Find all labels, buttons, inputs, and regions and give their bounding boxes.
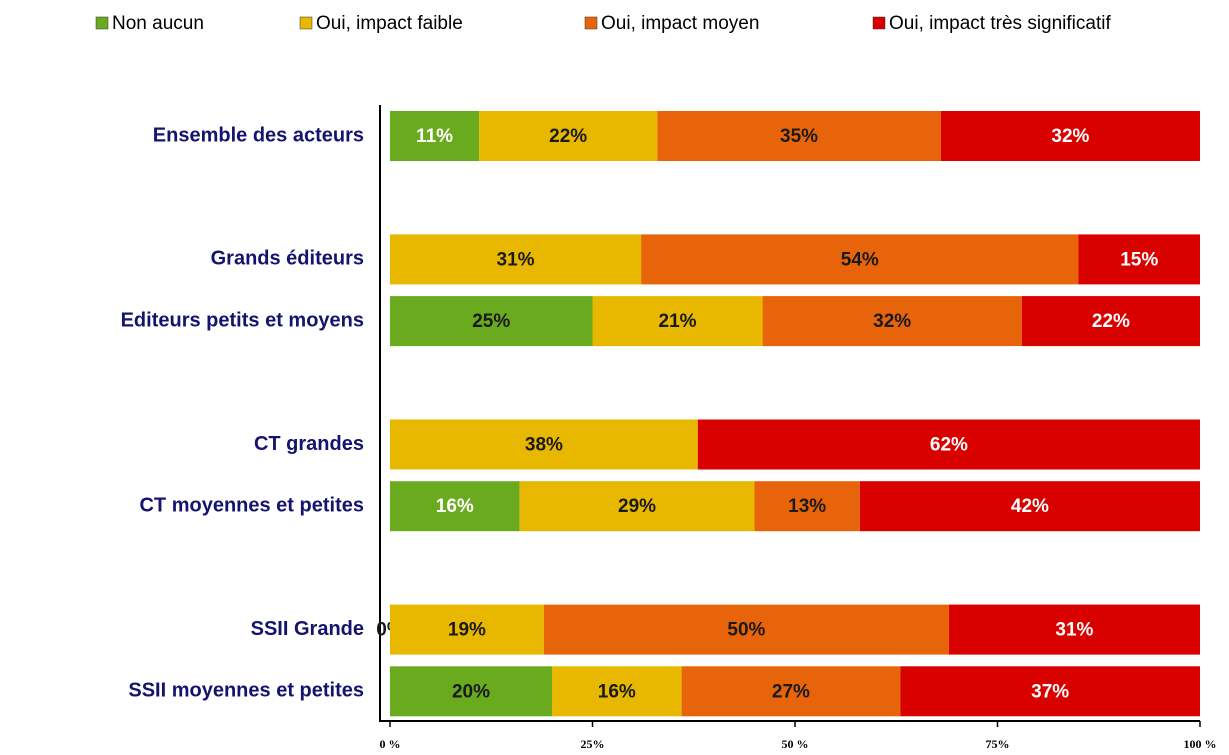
bar-segment	[762, 296, 1022, 347]
data-label: 21%	[659, 311, 697, 332]
category-label: CT grandes	[254, 433, 364, 455]
bar-segment	[900, 666, 1200, 717]
x-tick-label: 50 %	[782, 737, 809, 751]
category-label: Editeurs petits et moyens	[121, 309, 364, 331]
bar-segment	[1021, 296, 1200, 347]
data-label: 15%	[1120, 249, 1158, 270]
data-label: 31%	[497, 249, 535, 270]
data-label: 11%	[416, 126, 453, 147]
bar-segment	[1078, 234, 1200, 285]
data-label: 13%	[788, 496, 826, 517]
data-label: 29%	[618, 496, 656, 517]
legend-swatch	[584, 16, 598, 30]
bar-segment	[754, 481, 860, 532]
legend-label: Oui, impact faible	[316, 13, 463, 34]
legend-swatch	[95, 16, 109, 30]
x-tick-label: 100 %	[1184, 737, 1217, 751]
bar-segment	[592, 296, 763, 347]
data-label: 50%	[727, 620, 765, 641]
legend-swatch	[299, 16, 313, 30]
bar-segment	[479, 111, 658, 161]
category-label: CT moyennes et petites	[139, 494, 364, 516]
legend-label: Oui, impact très significatif	[889, 13, 1111, 34]
data-label: 27%	[772, 681, 810, 702]
data-label: 20%	[452, 681, 490, 702]
data-label: 25%	[472, 311, 510, 332]
bar-segment	[657, 111, 941, 161]
data-label: 32%	[873, 311, 911, 332]
bar-segment	[859, 481, 1200, 532]
data-label: 35%	[780, 126, 818, 147]
bar-segment	[390, 666, 552, 717]
bar-segment	[641, 234, 1079, 285]
legend-label: Non aucun	[112, 13, 204, 34]
x-tick-label: 0 %	[380, 737, 401, 751]
bar-segment	[390, 604, 544, 655]
bar-segment	[681, 666, 901, 717]
bar-segment	[390, 481, 520, 532]
category-label: SSII moyennes et petites	[128, 680, 364, 702]
data-label: 54%	[841, 249, 879, 270]
bar-segment	[697, 419, 1200, 470]
data-label: 62%	[930, 435, 968, 456]
bar-segment	[552, 666, 682, 717]
bar-segment	[948, 604, 1200, 655]
data-label: 16%	[598, 681, 636, 702]
x-tick-label: 75%	[986, 737, 1010, 751]
bar-segment	[519, 481, 755, 532]
data-label: 32%	[1051, 126, 1089, 147]
bar-segment	[940, 111, 1200, 161]
bar-segment	[390, 111, 480, 161]
bar-segment	[390, 419, 698, 470]
legend-swatch	[872, 16, 886, 30]
bar-segment	[390, 296, 593, 347]
legend-label: Oui, impact moyen	[601, 13, 759, 34]
data-label: 31%	[1055, 620, 1093, 641]
category-label: Ensemble des acteurs	[153, 124, 364, 146]
bar-segment	[543, 604, 949, 655]
data-label: 19%	[448, 620, 486, 641]
bar-segment	[390, 234, 642, 285]
data-label: 22%	[1092, 311, 1130, 332]
x-tick-label: 25%	[581, 737, 605, 751]
data-label: 42%	[1011, 496, 1049, 517]
data-label: 37%	[1031, 681, 1069, 702]
category-label: Grands éditeurs	[211, 248, 364, 270]
category-label: SSII Grande	[251, 618, 364, 640]
data-label: 38%	[525, 435, 563, 456]
data-label: 22%	[549, 126, 587, 147]
data-label: 16%	[436, 496, 474, 517]
